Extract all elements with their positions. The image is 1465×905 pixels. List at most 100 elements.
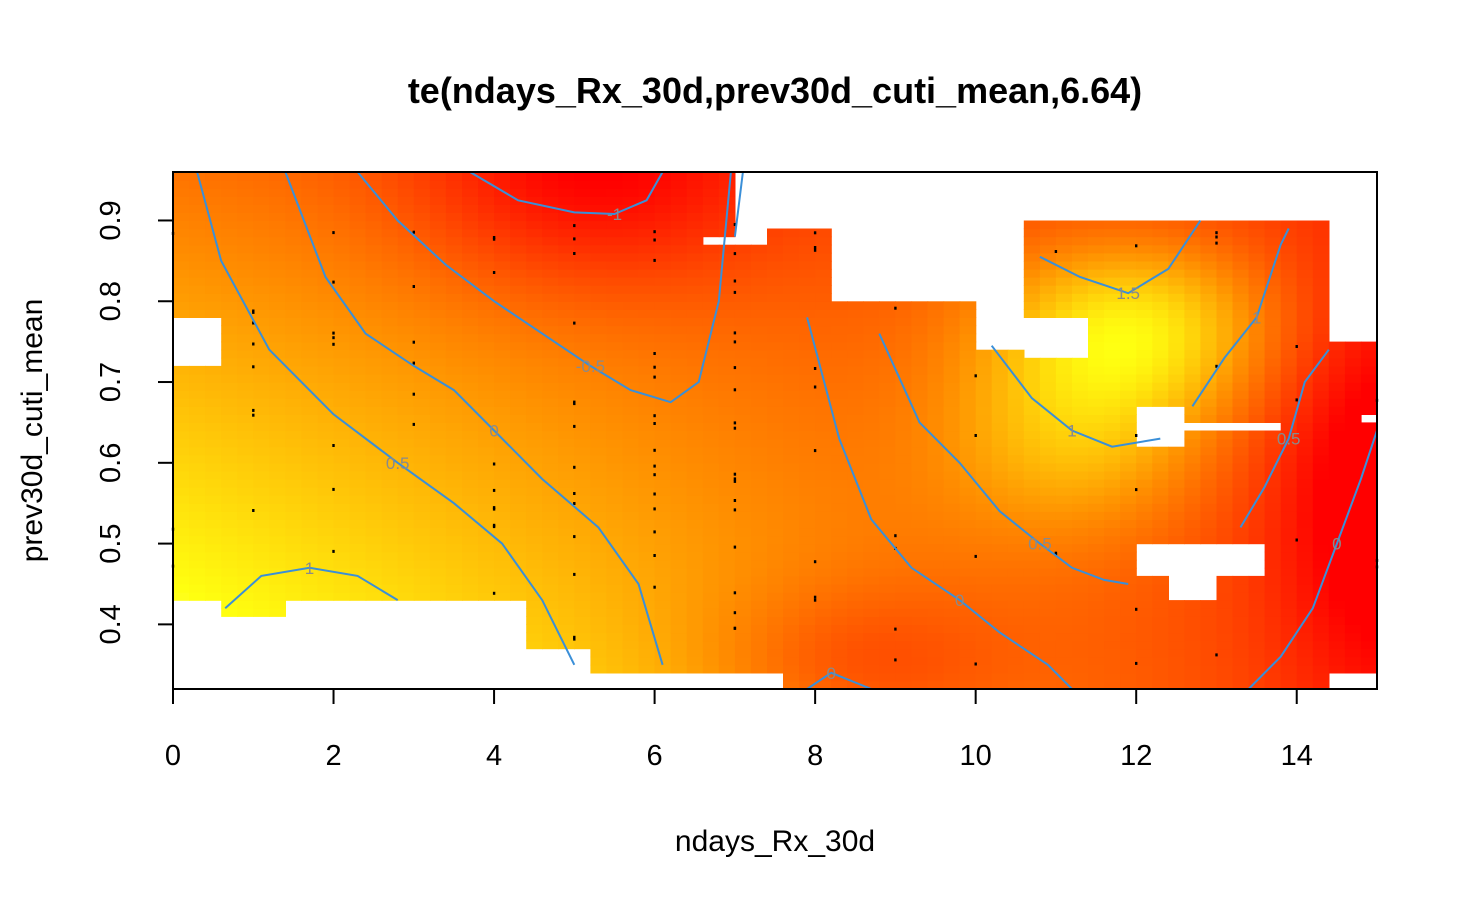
heatmap-cell xyxy=(606,608,624,617)
heatmap-cell xyxy=(574,309,591,318)
heatmap-cell xyxy=(943,462,961,472)
heatmap-cell xyxy=(269,252,286,262)
heatmap-cell xyxy=(349,236,367,246)
heatmap-cell xyxy=(734,543,752,553)
heatmap-cell xyxy=(1200,446,1218,456)
heatmap-cell xyxy=(927,341,945,351)
heatmap-cell xyxy=(494,511,511,520)
heatmap-cell xyxy=(1072,260,1089,270)
heatmap-cell xyxy=(574,511,591,520)
contour-line xyxy=(806,317,1073,690)
heatmap-cell xyxy=(734,470,752,480)
heatmap-cell xyxy=(847,632,864,642)
heatmap-cell xyxy=(237,317,254,327)
heatmap-cell xyxy=(783,503,800,512)
rug-point xyxy=(733,545,737,549)
heatmap-cell xyxy=(1232,608,1250,617)
heatmap-cell xyxy=(397,438,415,448)
heatmap-cell xyxy=(1216,236,1234,246)
heatmap-cell xyxy=(1120,374,1137,383)
heatmap-cell xyxy=(221,398,238,407)
heatmap-cell xyxy=(1200,341,1218,351)
heatmap-cell xyxy=(686,462,704,472)
heatmap-cell xyxy=(1296,430,1314,440)
heatmap-cell xyxy=(381,438,399,448)
heatmap-cell xyxy=(1296,648,1314,658)
heatmap-cell xyxy=(734,632,752,642)
heatmap-cell xyxy=(1104,616,1121,625)
heatmap-cell xyxy=(750,503,768,512)
heatmap-cell xyxy=(1280,446,1298,456)
heatmap-cell xyxy=(1152,260,1169,270)
heatmap-cell xyxy=(397,559,415,569)
heatmap-cell xyxy=(1039,664,1057,674)
heatmap-cell xyxy=(734,479,752,488)
heatmap-cell xyxy=(462,382,479,391)
heatmap-cell xyxy=(847,592,864,601)
heatmap-cell xyxy=(1007,648,1025,658)
heatmap-cell xyxy=(574,260,591,270)
heatmap-cell xyxy=(253,438,270,448)
heatmap-cell xyxy=(542,268,559,278)
heatmap-cell xyxy=(750,446,768,456)
heatmap-cell xyxy=(670,188,688,197)
heatmap-cell xyxy=(1007,600,1025,609)
heatmap-cell xyxy=(1248,277,1266,286)
heatmap-cell xyxy=(1216,680,1234,690)
heatmap-cell xyxy=(542,180,559,189)
heatmap-cell xyxy=(478,365,495,375)
heatmap-cell xyxy=(269,487,286,496)
heatmap-cell xyxy=(1264,382,1282,391)
heatmap-cell xyxy=(1184,333,1202,343)
heatmap-cell xyxy=(815,535,832,545)
heatmap-cell xyxy=(1232,640,1250,650)
heatmap-cell xyxy=(1104,511,1121,520)
heatmap-cell xyxy=(847,406,864,415)
heatmap-cell xyxy=(542,543,559,553)
heatmap-cell xyxy=(253,325,270,335)
heatmap-cell xyxy=(574,374,591,383)
heatmap-cell xyxy=(686,212,704,222)
heatmap-cell xyxy=(702,180,720,189)
heatmap-cell xyxy=(237,180,254,189)
heatmap-cell xyxy=(847,470,864,480)
heatmap-cell xyxy=(397,325,415,335)
heatmap-cell xyxy=(831,535,848,545)
heatmap-cell xyxy=(863,333,880,343)
heatmap-cell xyxy=(863,462,880,472)
heatmap-cell xyxy=(1360,640,1378,650)
rug-point xyxy=(332,549,335,553)
heatmap-cell xyxy=(558,527,575,537)
heatmap-cell xyxy=(1136,293,1153,302)
heatmap-cell xyxy=(397,487,415,496)
heatmap-cell xyxy=(381,535,399,545)
heatmap-cell xyxy=(1136,648,1153,658)
heatmap-cell xyxy=(429,454,447,464)
heatmap-cell xyxy=(1136,260,1153,270)
heatmap-cell xyxy=(381,422,399,432)
heatmap-cell xyxy=(1088,317,1105,327)
heatmap-cell xyxy=(381,212,399,222)
heatmap-cell xyxy=(413,584,431,593)
heatmap-cell xyxy=(750,511,768,520)
heatmap-cell xyxy=(462,172,479,181)
heatmap-cell xyxy=(622,277,640,286)
heatmap-cell xyxy=(734,422,752,432)
heatmap-cell xyxy=(1296,600,1314,609)
heatmap-cell xyxy=(622,349,640,359)
heatmap-cell xyxy=(1360,365,1378,375)
heatmap-cell xyxy=(1360,511,1378,520)
heatmap-cell xyxy=(911,616,929,625)
heatmap-cell xyxy=(831,374,848,383)
heatmap-cell xyxy=(1296,495,1314,504)
rug-point xyxy=(1135,661,1138,665)
heatmap-cell xyxy=(1200,236,1218,246)
heatmap-cell xyxy=(285,519,303,529)
heatmap-cell xyxy=(1152,301,1169,310)
heatmap-cell xyxy=(301,252,319,262)
heatmap-cell xyxy=(1088,260,1105,270)
heatmap-cell xyxy=(574,446,591,456)
heatmap-cell xyxy=(1039,277,1057,286)
heatmap-cell xyxy=(381,285,399,294)
heatmap-cell xyxy=(1296,414,1314,423)
